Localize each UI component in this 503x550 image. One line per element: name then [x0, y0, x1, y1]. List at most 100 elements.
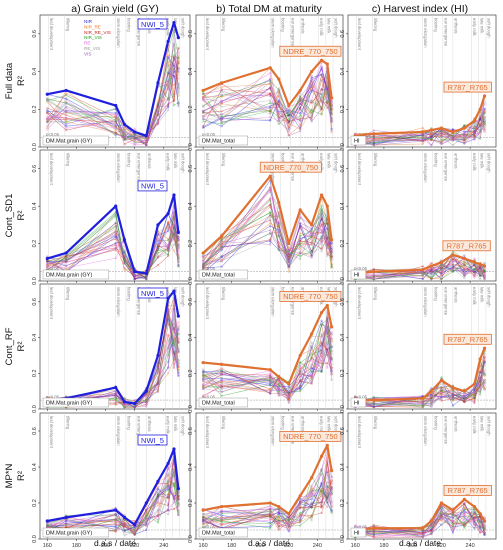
- series-point: [156, 390, 160, 393]
- highlight-series-point: [277, 375, 281, 379]
- series-point: [287, 385, 290, 388]
- y-tick-label: 0.6: [188, 30, 194, 38]
- highlight-label-box: [279, 430, 342, 442]
- series-point: [46, 124, 49, 127]
- stage-label: leaf development: [49, 18, 54, 51]
- series-point: [172, 41, 176, 45]
- series-point: [372, 532, 375, 536]
- pvalue-label: p<0.05: [354, 395, 368, 400]
- stage-label: ear emergence: [137, 416, 142, 445]
- series-point: [220, 518, 223, 521]
- series-point: [463, 501, 466, 504]
- series-point: [220, 265, 223, 268]
- series-point: [269, 510, 272, 513]
- series-point: [202, 91, 205, 95]
- series-point: [421, 403, 424, 406]
- series-line: [203, 483, 332, 522]
- series-line: [355, 514, 485, 538]
- series-point: [220, 94, 223, 97]
- series-point: [172, 507, 176, 510]
- series-point: [440, 265, 443, 268]
- y-tick-label: 0.4: [32, 202, 38, 210]
- series-point: [430, 396, 433, 400]
- stage-label: early milk: [166, 416, 171, 435]
- series-line: [203, 74, 332, 130]
- series-point: [479, 274, 482, 277]
- y-tick-label: 0.0: [188, 535, 194, 543]
- stage-label: tillering: [373, 153, 378, 167]
- series-point: [133, 127, 136, 130]
- series-line: [355, 504, 485, 537]
- stage-label: ear emergence: [443, 153, 448, 182]
- series-point: [440, 389, 443, 393]
- series-point: [167, 103, 170, 106]
- highlight-series-line: [47, 290, 180, 405]
- x-tick-label: 240: [466, 543, 475, 549]
- series-point: [220, 382, 223, 385]
- series-point: [483, 273, 486, 276]
- series-point: [372, 405, 375, 408]
- plot-frame: [347, 283, 497, 410]
- series-point: [287, 519, 290, 522]
- series-point: [463, 137, 466, 140]
- series-point: [145, 515, 148, 518]
- series-point: [440, 135, 443, 138]
- series-point: [463, 130, 466, 133]
- highlight-series-point: [201, 508, 205, 512]
- stage-label: ear emergence: [291, 416, 296, 445]
- series-point: [326, 457, 329, 460]
- series-point: [287, 401, 290, 404]
- series-point: [473, 138, 476, 141]
- series-point: [483, 269, 486, 272]
- y-tick-label: 0.0: [32, 143, 38, 151]
- series-point: [65, 97, 68, 100]
- series-point: [220, 379, 223, 382]
- series-point: [65, 519, 68, 522]
- series-line: [203, 490, 332, 521]
- series-point: [299, 379, 302, 382]
- series-point: [310, 506, 313, 509]
- series-point: [310, 351, 313, 354]
- highlight-series-point: [462, 126, 466, 130]
- highlight-series-point: [133, 270, 137, 274]
- highlight-series-point: [439, 501, 443, 505]
- series-point: [167, 104, 170, 107]
- corner-label: DM.Mat.grain (GY): [46, 139, 92, 145]
- series-point: [156, 107, 160, 111]
- series-point: [330, 493, 333, 496]
- series-point: [440, 395, 443, 398]
- series-point: [220, 125, 223, 128]
- series-line: [355, 364, 485, 406]
- series-point: [220, 380, 223, 384]
- series-point: [430, 261, 433, 265]
- series-point: [46, 98, 49, 101]
- series-point: [326, 490, 329, 493]
- series-point: [167, 54, 170, 57]
- series-point: [269, 525, 272, 528]
- series-point: [277, 122, 280, 125]
- corner-label: HI: [354, 273, 360, 279]
- highlight-series-point: [122, 238, 127, 242]
- series-point: [114, 227, 117, 230]
- series-point: [123, 405, 126, 408]
- series-point: [463, 142, 466, 145]
- series-point: [421, 265, 424, 268]
- stage-label: late milk: [479, 287, 484, 303]
- series-point: [145, 523, 148, 526]
- series-point: [123, 261, 126, 264]
- x-axis-label-dm: d.a.s / date: [248, 538, 290, 548]
- series-point: [326, 463, 329, 466]
- corner-label: DM.Mat_total: [202, 401, 235, 407]
- series-point: [326, 91, 329, 94]
- series-point: [172, 492, 176, 495]
- series-point: [220, 88, 223, 91]
- series-point: [372, 144, 375, 147]
- highlight-series-point: [429, 389, 433, 393]
- series-point: [320, 250, 323, 253]
- stage-label: tillering: [221, 153, 226, 167]
- x-tick-label: 220: [130, 543, 139, 549]
- y-axis-label: R²: [16, 341, 27, 351]
- highlight-series-point: [287, 512, 291, 516]
- highlight-series-point: [462, 497, 466, 501]
- series-point: [177, 374, 180, 377]
